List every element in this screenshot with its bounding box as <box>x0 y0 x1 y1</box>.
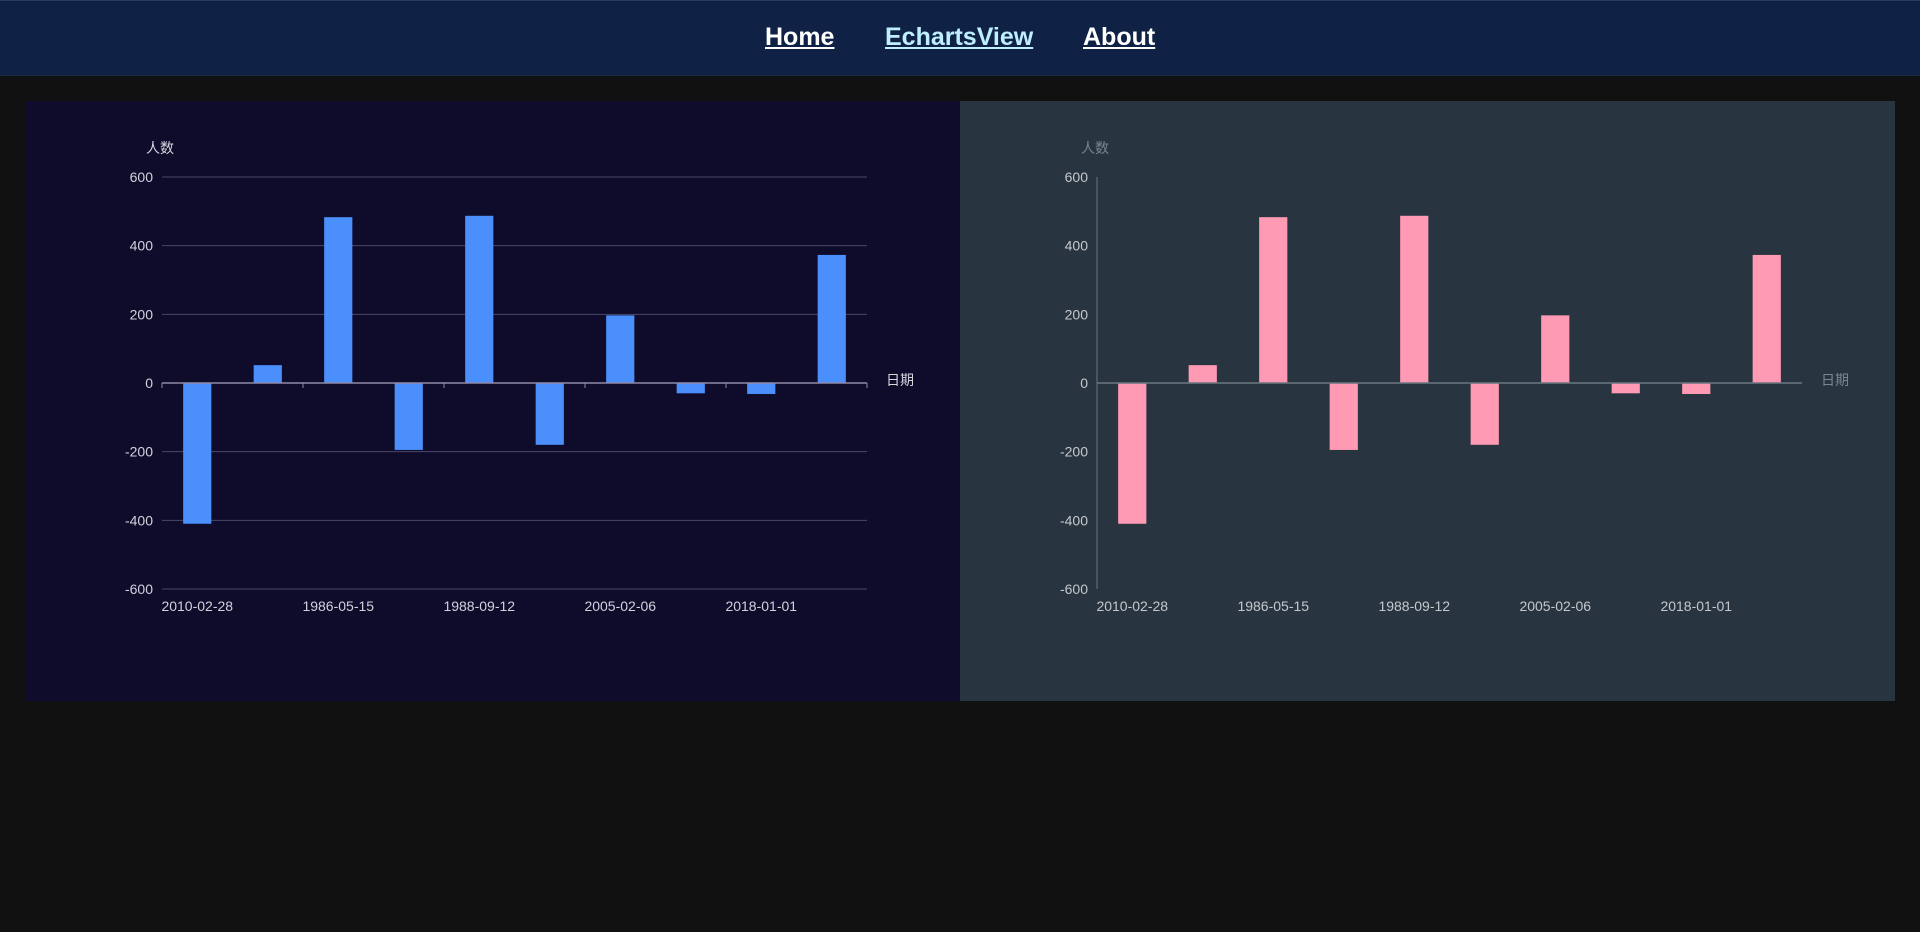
bar <box>535 383 564 445</box>
x-tick-label: 2010-02-28 <box>1096 598 1168 614</box>
y-tick-label: 0 <box>1080 375 1088 391</box>
nav-link-about[interactable]: About <box>1083 23 1156 51</box>
x-tick-label: 2010-02-28 <box>161 598 233 614</box>
chart-panel-left: 600 400 200 0 -200 -400 -600 2010-02-28 1986-05-… <box>25 101 960 701</box>
y-tick-label: 600 <box>130 169 154 185</box>
nav-link-echartsview[interactable]: EchartsView <box>885 23 1034 51</box>
x-axis-name: 日期 <box>1821 372 1849 388</box>
bar <box>676 383 705 394</box>
bar <box>1752 254 1781 383</box>
y-tick-label: -600 <box>1060 581 1088 597</box>
bar <box>394 383 423 450</box>
top-nav: Home EchartsView About <box>0 0 1920 76</box>
bar <box>324 217 353 383</box>
y-tick-label: 200 <box>1065 306 1089 322</box>
x-tick-label: 1986-05-15 <box>1237 598 1309 614</box>
bar <box>465 215 494 383</box>
y-tick-label: -600 <box>125 581 153 597</box>
y-tick-label: 200 <box>130 306 154 322</box>
y-axis-name: 人数 <box>146 140 174 156</box>
bar <box>1611 383 1640 394</box>
y-tick-label: 600 <box>1065 169 1089 185</box>
bar <box>253 365 282 383</box>
bar <box>1541 315 1570 383</box>
bar <box>183 383 212 524</box>
x-axis-name: 日期 <box>886 372 914 388</box>
chart-panel-right: 600 400 200 0 -200 -400 -600 2010-02-28 1986-05-… <box>960 101 1895 701</box>
x-tick-label: 2005-02-06 <box>1519 598 1591 614</box>
y-tick-label: -200 <box>1060 444 1088 460</box>
bar <box>1259 217 1288 383</box>
bar <box>1329 383 1358 450</box>
nav-link-home[interactable]: Home <box>765 23 835 51</box>
y-tick-label: 0 <box>145 375 153 391</box>
x-tick-label: 1988-09-12 <box>1378 598 1450 614</box>
y-tick-label: 400 <box>1065 238 1089 254</box>
bar <box>1400 215 1429 383</box>
x-tick-label: 1986-05-15 <box>302 598 374 614</box>
bar-chart-right: 600 400 200 0 -200 -400 -600 2010-02-28 1986-05-… <box>1060 140 1849 614</box>
bar <box>1118 383 1147 524</box>
y-axis-name: 人数 <box>1081 140 1109 156</box>
y-tick-label: -200 <box>125 444 153 460</box>
bar <box>1682 383 1711 394</box>
x-tick-label: 2018-01-01 <box>1660 598 1732 614</box>
bar <box>1188 365 1217 383</box>
x-tick-label: 2005-02-06 <box>584 598 656 614</box>
x-tick-label: 2018-01-01 <box>725 598 797 614</box>
x-tick-label: 1988-09-12 <box>443 598 515 614</box>
bar <box>1470 383 1499 445</box>
y-tick-label: -400 <box>1060 512 1088 528</box>
bar <box>817 254 846 383</box>
bar-chart-left: 600 400 200 0 -200 -400 -600 2010-02-28 1986-05-… <box>125 140 914 614</box>
y-tick-label: 400 <box>130 238 154 254</box>
y-tick-label: -400 <box>125 512 153 528</box>
bar <box>606 315 635 383</box>
bar <box>747 383 776 394</box>
